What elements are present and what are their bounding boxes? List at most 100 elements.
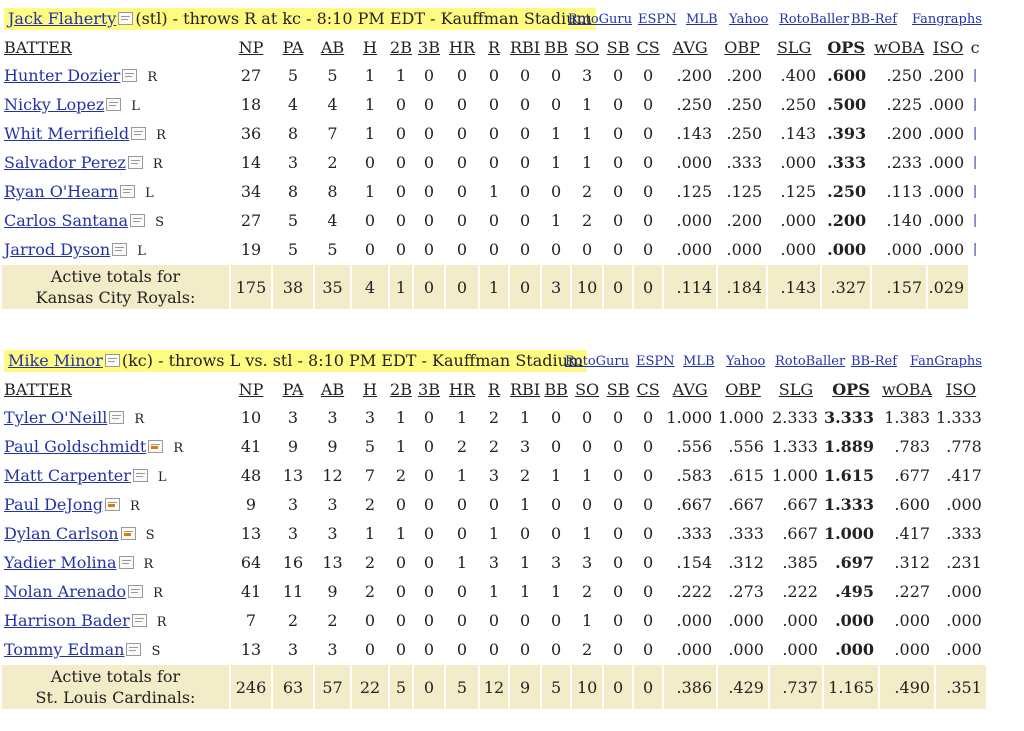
link-fangraphs[interactable]: FanGraphs [910,354,982,369]
col-header-sb[interactable]: SB [606,379,630,399]
col-header-pa[interactable]: PA [282,37,304,57]
link-yahoo[interactable]: Yahoo [726,354,766,369]
col-header-3b[interactable]: 3B [418,379,440,399]
batter-name-link[interactable]: Whit Merrifield [4,124,130,143]
col-header-iso[interactable]: ISO [945,379,977,399]
batter-name-link[interactable]: Jarrod Dyson [4,240,111,259]
extra-cell[interactable]: | [972,213,978,228]
link-fangraphs[interactable]: Fangraphs [912,12,982,27]
col-header-pa[interactable]: PA [282,379,304,399]
col-header-bb[interactable]: BB [544,37,568,57]
stat-cs: 0 [643,640,654,659]
col-header-h[interactable]: H [363,37,377,57]
batter-name-link[interactable]: Paul Goldschmidt [4,437,147,456]
col-header-slg[interactable]: SLG [778,379,814,399]
notes-icon[interactable] [122,69,138,82]
notes-icon[interactable] [104,354,120,367]
notes-icon[interactable] [109,411,125,424]
notes-icon[interactable] [128,585,144,598]
link-mlb[interactable]: MLB [683,354,715,369]
col-header-np[interactable]: NP [238,37,264,57]
col-header-ab[interactable]: AB [320,379,345,399]
col-header-r[interactable]: R [487,37,501,57]
col-header-avg[interactable]: AVG [672,379,708,399]
col-header-woba[interactable]: wOBA [874,37,925,57]
col-header-cs[interactable]: CS [636,379,660,399]
link-espn[interactable]: ESPN [636,354,675,369]
col-header-batter[interactable]: BATTER [4,37,72,57]
notes-icon[interactable] [126,643,142,656]
batter-name-link[interactable]: Paul DeJong [4,495,103,514]
col-header-so[interactable]: SO [575,379,600,399]
stat-hr: 1 [456,408,468,427]
link-rotoguru[interactable]: RotoGuru [565,354,630,369]
col-header-sb[interactable]: SB [606,37,630,57]
col-header-h[interactable]: H [363,379,377,399]
notes-icon[interactable] [131,127,147,140]
batter-name-link[interactable]: Yadier Molina [4,553,117,572]
link-rotoguru[interactable]: RotoGuru [568,12,633,27]
col-header-rbi[interactable]: RBI [510,37,541,57]
batter-name-link[interactable]: Tommy Edman [4,640,125,659]
batter-name-link[interactable]: Tyler O'Neill [4,408,108,427]
col-header-obp[interactable]: OBP [724,37,760,57]
stat-r: 0 [488,153,500,172]
news-note-icon[interactable] [104,498,120,511]
col-header-ops[interactable]: OPS [832,379,870,399]
col-header-np[interactable]: NP [238,379,264,399]
notes-icon[interactable] [131,614,147,627]
col-header-woba[interactable]: wOBA [881,379,933,399]
col-header-batter[interactable]: BATTER [4,379,72,399]
col-header-obp[interactable]: OBP [725,379,761,399]
link-bbref[interactable]: BB-Ref [851,12,898,27]
col-header-so[interactable]: SO [575,37,600,57]
batter-name-link[interactable]: Salvador Perez [4,153,126,172]
notes-icon[interactable] [112,243,128,256]
notes-icon[interactable] [118,556,134,569]
col-header-hr[interactable]: HR [449,379,475,399]
col-header-2b[interactable]: 2B [390,379,412,399]
news-note-icon[interactable] [120,527,136,540]
link-espn[interactable]: ESPN [638,12,677,27]
col-header-cs[interactable]: CS [636,37,660,57]
batter-name-link[interactable]: Dylan Carlson [4,524,119,543]
pitcher-link[interactable]: Jack Flaherty [8,9,117,28]
batter-name-link[interactable]: Hunter Dozier [4,66,121,85]
extra-cell[interactable]: | [972,68,978,83]
notes-icon[interactable] [118,12,134,25]
col-header-avg[interactable]: AVG [672,37,708,57]
extra-cell[interactable]: | [972,184,978,199]
extra-cell[interactable]: | [972,97,978,112]
notes-icon[interactable] [106,98,122,111]
pitcher-link[interactable]: Mike Minor [8,351,103,370]
notes-icon[interactable] [130,214,146,227]
link-bbref[interactable]: BB-Ref [851,354,898,369]
col-header-rbi[interactable]: RBI [510,379,541,399]
notes-icon[interactable] [132,469,148,482]
link-rotoballer[interactable]: RotoBaller [775,354,846,369]
batter-name-link[interactable]: Carlos Santana [4,211,129,230]
col-header-r[interactable]: R [487,379,501,399]
col-header-ops[interactable]: OPS [827,37,865,57]
news-note-icon[interactable] [148,440,164,453]
extra-cell[interactable]: | [972,242,978,257]
batter-name-link[interactable]: Nolan Arenado [4,582,127,601]
col-header-3b[interactable]: 3B [418,37,440,57]
batter-name-link[interactable]: Nicky Lopez [4,95,105,114]
batter-name-link[interactable]: Harrison Bader [4,611,130,630]
link-rotoballer[interactable]: RotoBaller [779,12,850,27]
link-mlb[interactable]: MLB [686,12,718,27]
extra-cell[interactable]: | [972,155,978,170]
extra-cell[interactable]: | [972,126,978,141]
col-header-bb[interactable]: BB [544,379,568,399]
col-header-ab[interactable]: AB [320,37,345,57]
col-header-2b[interactable]: 2B [390,37,412,57]
notes-icon[interactable] [120,185,136,198]
col-header-slg[interactable]: SLG [776,37,812,57]
link-yahoo[interactable]: Yahoo [729,12,769,27]
batter-name-link[interactable]: Matt Carpenter [4,466,131,485]
col-header-iso[interactable]: ISO [932,37,964,57]
col-header-hr[interactable]: HR [449,37,475,57]
batter-name-link[interactable]: Ryan O'Hearn [4,182,119,201]
notes-icon[interactable] [127,156,143,169]
